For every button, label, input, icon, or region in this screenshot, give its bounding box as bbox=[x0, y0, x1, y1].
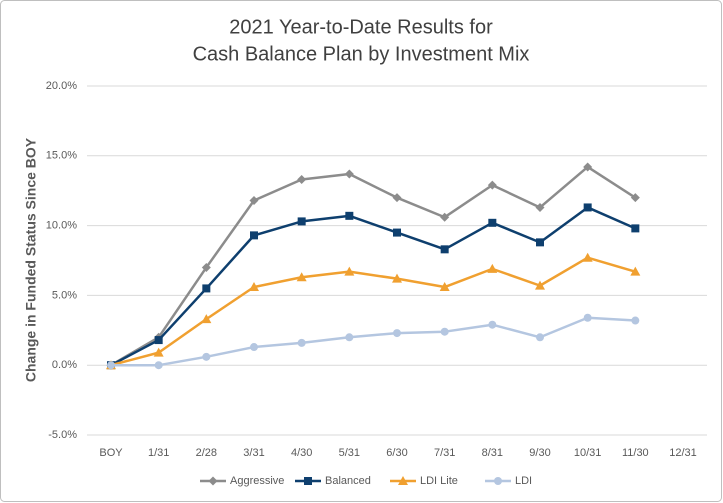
data-point bbox=[344, 266, 355, 276]
legend-marker bbox=[398, 476, 408, 485]
legend-label: LDI bbox=[515, 475, 532, 487]
data-point bbox=[202, 284, 211, 293]
data-point bbox=[249, 282, 259, 292]
data-point bbox=[440, 327, 449, 336]
legend-label: Balanced bbox=[325, 475, 371, 487]
data-point bbox=[107, 361, 115, 370]
data-point bbox=[344, 169, 354, 179]
data-point bbox=[536, 333, 544, 342]
series-line bbox=[110, 256, 636, 367]
data-point bbox=[439, 282, 450, 292]
data-point bbox=[535, 280, 545, 290]
x-tick-label: 10/31 bbox=[574, 447, 602, 459]
data-point bbox=[201, 262, 211, 272]
data-point bbox=[250, 231, 258, 240]
x-tick-label: 2/28 bbox=[196, 447, 217, 459]
y-tick-label: 0.0% bbox=[52, 359, 77, 371]
legend-marker bbox=[494, 477, 502, 485]
data-point bbox=[630, 266, 641, 276]
data-point bbox=[154, 336, 163, 345]
data-point bbox=[583, 162, 593, 172]
data-point bbox=[487, 263, 498, 273]
series-line bbox=[110, 206, 636, 367]
data-point bbox=[154, 361, 163, 370]
data-point bbox=[488, 320, 497, 329]
data-point bbox=[392, 273, 402, 283]
x-tick-label: 7/31 bbox=[434, 447, 455, 459]
chart-title: 2021 Year-to-Date Results for bbox=[229, 16, 493, 38]
series-line bbox=[110, 165, 637, 367]
x-tick-label: BOY bbox=[99, 447, 123, 459]
data-point bbox=[582, 252, 593, 262]
data-point bbox=[297, 217, 306, 226]
y-tick-label: -5.0% bbox=[48, 429, 77, 441]
x-tick-label: 11/30 bbox=[622, 447, 649, 459]
data-point bbox=[201, 314, 212, 324]
x-tick-label: 5/31 bbox=[339, 447, 360, 459]
chart-title: Cash Balance Plan by Investment Mix bbox=[193, 43, 530, 65]
data-point bbox=[583, 313, 592, 322]
data-point bbox=[297, 338, 306, 347]
data-point bbox=[202, 352, 211, 361]
data-point bbox=[440, 212, 450, 222]
y-tick-label: 10.0% bbox=[46, 220, 77, 232]
x-tick-label: 8/31 bbox=[482, 447, 503, 459]
data-point bbox=[296, 272, 307, 282]
data-point bbox=[393, 329, 401, 338]
x-tick-label: 9/30 bbox=[529, 447, 550, 459]
data-point bbox=[393, 228, 401, 237]
data-point bbox=[250, 343, 258, 352]
data-point bbox=[535, 202, 545, 212]
x-tick-label: 6/30 bbox=[386, 447, 407, 459]
x-tick-label: 12/31 bbox=[669, 447, 697, 459]
data-point bbox=[345, 333, 354, 342]
legend-marker bbox=[304, 477, 312, 485]
legend-label: Aggressive bbox=[230, 475, 284, 487]
data-point bbox=[487, 180, 497, 190]
y-tick-label: 15.0% bbox=[46, 150, 77, 162]
x-tick-label: 1/31 bbox=[148, 447, 169, 459]
data-point bbox=[392, 193, 402, 203]
y-axis-label: Change in Funded Status Since BOY bbox=[23, 137, 39, 382]
data-point bbox=[536, 238, 544, 247]
series-line bbox=[111, 316, 636, 367]
x-tick-label: 3/31 bbox=[243, 447, 264, 459]
data-point bbox=[440, 245, 449, 254]
legend-marker bbox=[208, 476, 218, 486]
y-tick-label: 5.0% bbox=[52, 289, 77, 301]
data-point bbox=[583, 203, 592, 212]
data-point bbox=[631, 316, 640, 325]
data-point bbox=[630, 193, 640, 203]
data-point bbox=[488, 218, 497, 227]
legend-label: LDI Lite bbox=[420, 475, 458, 487]
data-point bbox=[631, 224, 640, 233]
y-tick-label: 20.0% bbox=[46, 80, 77, 92]
x-tick-label: 4/30 bbox=[291, 447, 312, 459]
data-point bbox=[297, 175, 307, 185]
data-point bbox=[249, 195, 259, 205]
data-point bbox=[153, 347, 164, 357]
data-point bbox=[345, 211, 354, 220]
